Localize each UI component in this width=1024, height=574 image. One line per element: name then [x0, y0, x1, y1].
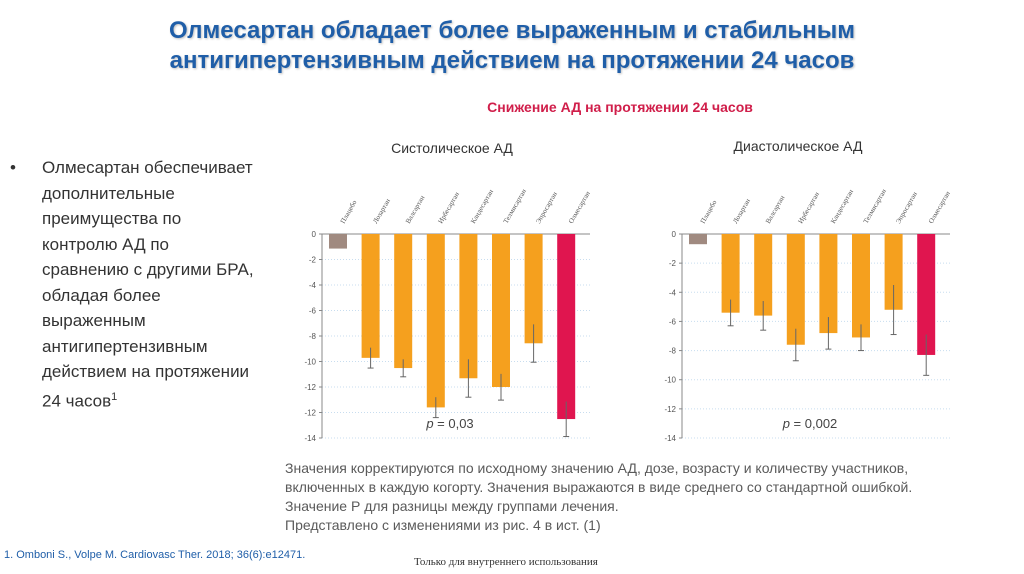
category-label: Ирбесартан: [797, 190, 822, 225]
category-label: Лозартан: [731, 197, 752, 225]
y-tick-label: -12: [664, 405, 676, 414]
category-label: Телмисартан: [862, 187, 888, 225]
y-tick-label: -10: [664, 376, 676, 385]
y-tick-label: 0: [312, 230, 317, 239]
note-line-2: включенных в каждую когорту. Значения вы…: [285, 479, 913, 495]
category-label: Кандесартан: [829, 188, 855, 225]
y-tick-label: -8: [669, 347, 677, 356]
note-line-1: Значения корректируются по исходному зна…: [285, 460, 909, 476]
note-line-4: Представлено с изменениями из рис. 4 в и…: [285, 517, 601, 533]
category-label: Кандесартан: [469, 188, 495, 225]
title-line-2: антигипертензивным действием на протяжен…: [169, 47, 855, 74]
bar: [754, 234, 773, 316]
diastolic-chart-title: Диастолическое АД: [733, 138, 863, 154]
page-title: Олмесартан обладает более выраженным и с…: [30, 16, 994, 76]
category-label: Валсартан: [404, 194, 427, 225]
chart-notes: Значения корректируются по исходному зна…: [285, 459, 1005, 535]
category-label: Лозартан: [371, 197, 392, 225]
category-label: Плацебо: [339, 198, 359, 225]
y-tick-label: -14: [664, 434, 676, 443]
category-label: Эпросартан: [534, 190, 559, 225]
category-label: Ирбесартан: [437, 190, 462, 225]
internal-use-label: Только для внутреннего использования: [414, 556, 598, 568]
diastolic-bar-chart: 0 -2 -4 -6 -8 -10 -12 -14 Плацебо Лозартан Валсарт…: [664, 187, 952, 443]
y-tick-label: -2: [309, 256, 317, 265]
bar: [721, 234, 740, 313]
bullet-point: • Олмесартан обеспечивает дополнительные…: [10, 155, 260, 414]
chart-subtitle: Снижение АД на протяжении 24 часов: [487, 99, 753, 115]
y-tick-label: -10: [304, 358, 316, 367]
systolic-bar-chart: 0 -2 -4 -6 -8 -10 -12 -12 -14 Плацебо Лозартан Валс…: [304, 187, 592, 443]
bar: [689, 234, 707, 245]
bar: [884, 234, 903, 310]
bullet-footnote-ref: 1: [111, 390, 118, 403]
bar: [852, 234, 870, 338]
bar: [557, 234, 576, 420]
bar: [459, 234, 478, 379]
y-tick-label: 0: [672, 230, 677, 239]
bar: [917, 234, 936, 355]
bar: [786, 234, 805, 345]
bullet-text-block: Олмесартан обеспечивает дополнительные п…: [42, 155, 257, 414]
bullet-text: Олмесартан обеспечивает дополнительные п…: [42, 158, 254, 411]
category-label: Телмисартан: [502, 187, 528, 225]
y-tick-label: -12: [304, 409, 316, 418]
category-label: Олмесартан: [927, 190, 952, 225]
p-symbol: p: [782, 416, 790, 431]
bar: [524, 234, 543, 344]
category-label: Эпросартан: [894, 190, 919, 225]
category-label: Валсартан: [764, 194, 787, 225]
bar: [361, 234, 380, 358]
p-value: = 0,03: [434, 416, 474, 431]
category-label: Плацебо: [699, 198, 719, 225]
p-value-label: p = 0,03: [425, 416, 473, 431]
bar: [819, 234, 838, 334]
y-tick-label: -12: [304, 383, 316, 392]
y-tick-label: -4: [309, 281, 317, 290]
note-line-3: Значение Р для разницы между группами ле…: [285, 498, 619, 514]
systolic-chart-title: Систолическое АД: [391, 140, 513, 156]
bar: [394, 234, 413, 369]
y-tick-label: -14: [304, 434, 316, 443]
title-line-1: Олмесартан обладает более выраженным и с…: [168, 17, 856, 44]
p-value-label: p = 0,002: [782, 416, 838, 431]
y-tick-label: -8: [309, 332, 317, 341]
y-tick-label: -6: [669, 317, 677, 326]
bar: [426, 234, 445, 408]
category-label: Олмесартан: [567, 190, 592, 225]
bar: [329, 234, 347, 249]
y-tick-label: -6: [309, 307, 317, 316]
bullet-marker: •: [10, 158, 16, 177]
p-symbol: p: [425, 416, 433, 431]
reference-citation: 1. Omboni S., Volpe M. Cardiovasc Ther. …: [4, 549, 306, 561]
y-tick-label: -2: [669, 259, 677, 268]
bar: [492, 234, 510, 387]
y-tick-label: -4: [669, 288, 677, 297]
p-value: = 0,002: [790, 416, 837, 431]
